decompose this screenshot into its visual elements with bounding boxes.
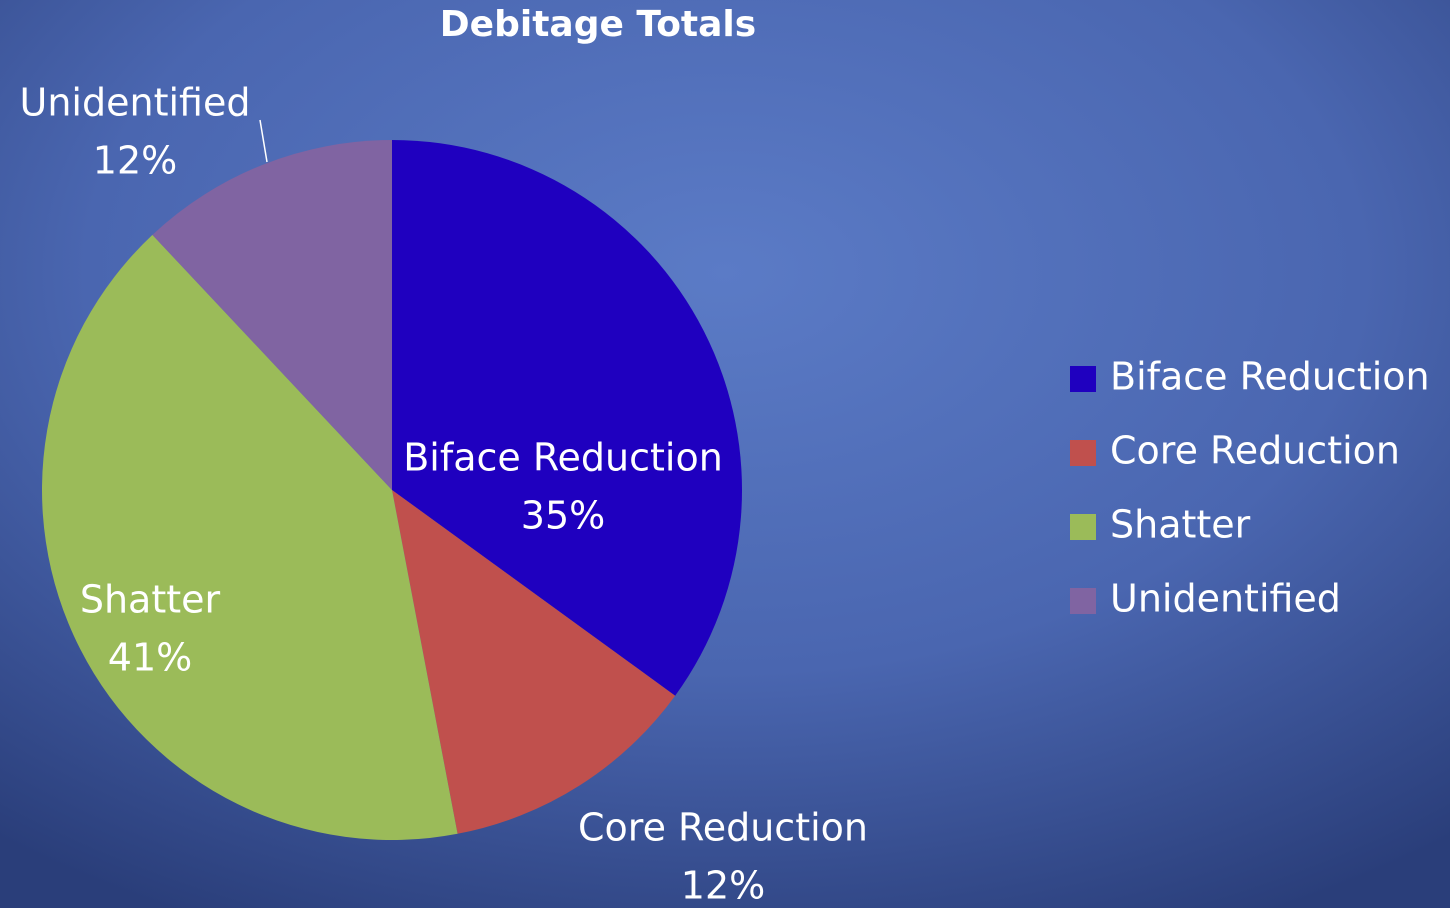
pie-slice — [392, 140, 742, 696]
legend-swatch — [1070, 514, 1096, 540]
pie-slice — [152, 140, 392, 490]
pie-slice — [392, 490, 676, 834]
legend-label: Unidentified — [1110, 577, 1341, 621]
chart-title: Debitage Totals — [440, 4, 756, 45]
legend-swatch — [1070, 366, 1096, 392]
data-label-name: Core Reduction — [578, 806, 868, 850]
data-label-value: 12% — [681, 864, 765, 908]
data-label-value: 35% — [521, 494, 605, 538]
legend-label: Shatter — [1110, 503, 1251, 547]
legend-label: Core Reduction — [1110, 429, 1400, 473]
data-label-name: Shatter — [80, 578, 221, 622]
pie-slice — [42, 234, 458, 840]
data-label-name: Unidentified — [20, 81, 251, 125]
legend-swatch — [1070, 588, 1096, 614]
data-label-value: 41% — [108, 636, 192, 680]
data-label-value: 12% — [93, 139, 177, 183]
leader-line — [259, 119, 268, 163]
legend-label: Biface Reduction — [1110, 355, 1430, 399]
data-label-name: Biface Reduction — [403, 436, 723, 480]
legend-swatch — [1070, 440, 1096, 466]
